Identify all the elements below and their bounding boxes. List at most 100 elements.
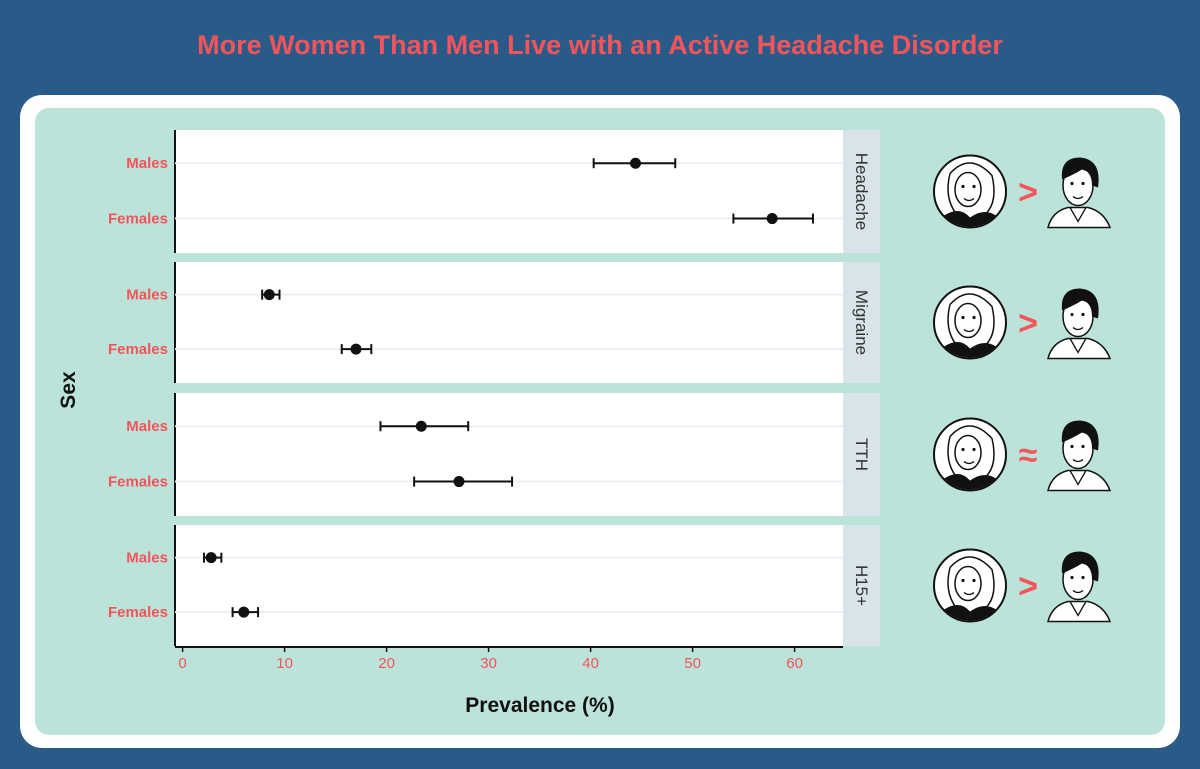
man-collar [1069,338,1087,354]
comparison-illustration: > [933,285,1112,360]
data-point [350,343,362,355]
man-collar [1069,207,1087,223]
woman-eye [972,315,976,320]
woman-face [954,434,982,471]
data-point [263,289,275,301]
x-tick-label: 10 [276,655,293,672]
plot-area [175,130,843,253]
x-axis-title: Prevalence (%) [465,694,614,717]
woman-icon [933,154,1007,229]
comparison-illustration: > [933,154,1112,229]
data-point [205,552,217,564]
woman-top [944,604,996,621]
data-point [415,420,427,432]
plot-area [175,393,843,516]
man-eye [1081,444,1085,449]
facet-label: H15+ [852,565,871,606]
data-point [766,213,778,225]
woman-face [954,302,982,339]
comparison-sign: ≈ [1019,437,1038,475]
man-collar [1069,601,1087,617]
woman-eye [961,447,965,452]
comparison-sign: > [1018,174,1038,212]
facet-label: TTH [852,438,871,471]
man-eye [1070,312,1074,317]
facet-h15: H15+ Males Females > [108,525,1112,646]
facet-strip [843,262,880,383]
x-tick-label: 20 [378,655,395,672]
woman-hair [947,162,995,215]
data-point [238,606,250,618]
y-tick-label: Males [126,418,168,435]
man-icon [1047,420,1112,492]
y-axis-title: Sex [57,371,80,409]
x-tick-label: 30 [480,655,497,672]
man-icon [1047,288,1112,360]
comparison-illustration: > [933,548,1112,623]
man-icon [1047,551,1112,623]
woman-eye [961,184,965,189]
y-tick-label: Females [108,211,168,228]
facet-tth: TTH Males Females ≈ [108,393,1112,516]
man-mouth [1072,589,1084,594]
man-hair [1061,420,1099,451]
woman-mouth [963,328,975,333]
man-eye [1081,575,1085,580]
man-hair [1061,157,1099,188]
woman-eye [972,447,976,452]
plot-area [175,262,843,383]
man-eye [1081,312,1085,317]
woman-face [954,171,982,208]
man-hair [1061,288,1099,319]
y-tick-label: Males [126,550,168,567]
man-shoulders [1047,337,1112,360]
x-tick-label: 0 [178,655,186,672]
man-eye [1081,181,1085,186]
man-eye [1070,181,1074,186]
man-collar [1069,470,1087,486]
woman-icon [933,285,1007,360]
man-hair [1061,551,1099,582]
comparison-illustration: ≈ [933,417,1112,492]
man-shoulders [1047,469,1112,492]
woman-eye [961,315,965,320]
comparison-sign: > [1018,568,1038,606]
man-eye [1070,575,1074,580]
facet-strip [843,525,880,646]
y-tick-label: Females [108,341,168,358]
comparison-sign: > [1018,305,1038,343]
woman-mouth [963,460,975,465]
y-tick-label: Males [126,155,168,172]
man-mouth [1072,195,1084,200]
man-eye [1070,444,1074,449]
woman-eye [961,578,965,583]
woman-eye [972,578,976,583]
facet-migraine: Migraine Males Females > [108,262,1112,383]
man-shoulders [1047,206,1112,229]
woman-hair [947,425,995,478]
woman-top [944,341,996,358]
man-mouth [1072,458,1084,463]
woman-top [944,473,996,490]
x-tick-label: 50 [684,655,701,672]
woman-hair [947,556,995,609]
chart-title: More Women Than Men Live with an Active … [197,30,1003,60]
facet-strip [843,393,880,516]
man-shoulders [1047,600,1112,623]
woman-mouth [963,197,975,202]
facet-headache: Headache Males Females > [108,130,1112,253]
plot-area [175,525,843,646]
x-tick-label: 40 [582,655,599,672]
facet-strip [843,130,880,253]
man-mouth [1072,326,1084,331]
woman-hair [947,293,995,346]
woman-top [944,210,996,227]
woman-face [954,565,982,602]
data-point [453,476,465,488]
woman-icon [933,548,1007,623]
y-tick-label: Females [108,474,168,491]
x-tick-label: 60 [786,655,803,672]
woman-icon [933,417,1007,492]
y-tick-label: Males [126,287,168,304]
